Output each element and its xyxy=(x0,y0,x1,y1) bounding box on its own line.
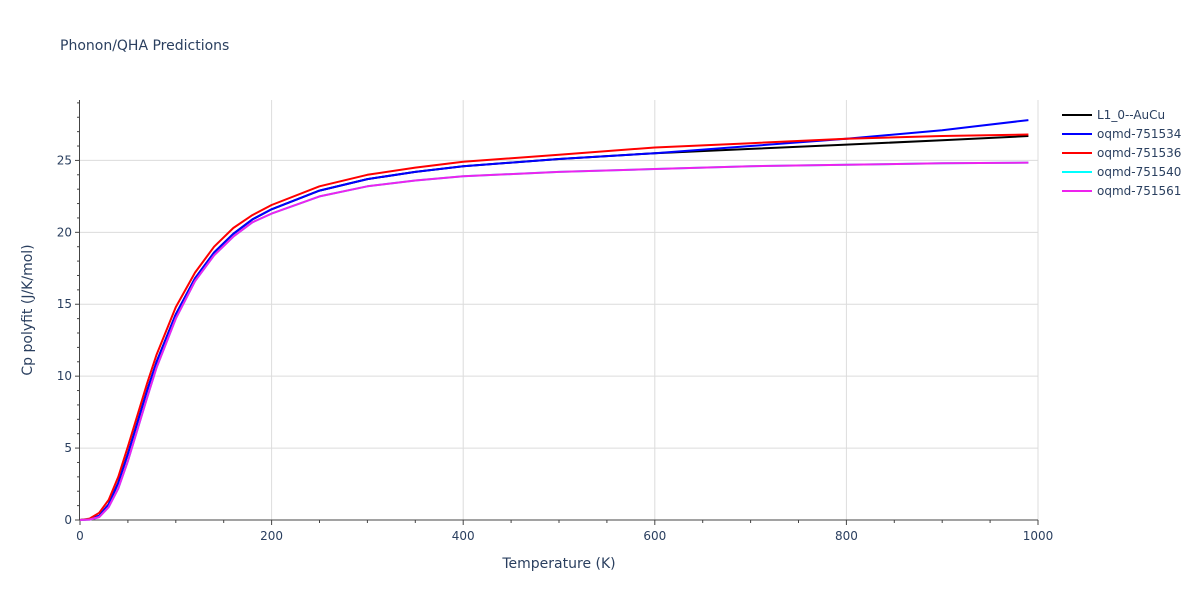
y-tick-labels: 0 5 10 15 20 25 xyxy=(57,153,72,527)
y-tick-label: 25 xyxy=(57,153,72,167)
x-tick-label: 1000 xyxy=(1023,529,1054,543)
series-lines xyxy=(79,119,1029,521)
y-tick-label: 10 xyxy=(57,369,72,383)
legend-item-oqmd-751536[interactable]: oqmd-751536 xyxy=(1062,146,1181,160)
x-tick-label: 200 xyxy=(260,529,283,543)
legend-item-L1_0--AuCu[interactable]: L1_0--AuCu xyxy=(1062,108,1165,122)
legend[interactable]: L1_0--AuCu oqmd-751534 oqmd-751536 oqmd-751… xyxy=(1062,108,1181,198)
legend-label: oqmd-751540 xyxy=(1097,165,1181,179)
series-line-oqmd-751561 xyxy=(79,161,1029,521)
legend-item-oqmd-751540[interactable]: oqmd-751540 xyxy=(1062,165,1181,179)
y-tick-label: 20 xyxy=(57,225,72,239)
series-line-L1_0--AuCu xyxy=(79,135,1029,521)
series-line-oqmd-751534 xyxy=(79,119,1029,521)
legend-label: L1_0--AuCu xyxy=(1097,108,1165,122)
series-line-oqmd-751536 xyxy=(79,133,1029,521)
x-tick-label: 800 xyxy=(835,529,858,543)
x-axis-title: Temperature (K) xyxy=(501,556,615,572)
legend-label: oqmd-751561 xyxy=(1097,184,1181,198)
legend-item-oqmd-751534[interactable]: oqmd-751534 xyxy=(1062,127,1181,141)
legend-label: oqmd-751534 xyxy=(1097,127,1181,141)
x-tick-label: 400 xyxy=(452,529,475,543)
x-tick-label: 0 xyxy=(76,529,84,543)
chart-title: Phonon/QHA Predictions xyxy=(60,38,229,54)
x-tick-labels: 0 200 400 600 800 1000 xyxy=(76,529,1053,543)
axes xyxy=(75,100,1039,525)
legend-item-oqmd-751561[interactable]: oqmd-751561 xyxy=(1062,184,1181,198)
y-tick-label: 15 xyxy=(57,297,72,311)
series-line-oqmd-751540 xyxy=(79,161,1029,521)
x-tick-label: 600 xyxy=(643,529,666,543)
y-axis-title: Cp polyfit (J/K/mol) xyxy=(20,244,36,375)
legend-label: oqmd-751536 xyxy=(1097,146,1181,160)
y-tick-label: 5 xyxy=(64,441,72,455)
y-tick-label: 0 xyxy=(64,513,72,527)
